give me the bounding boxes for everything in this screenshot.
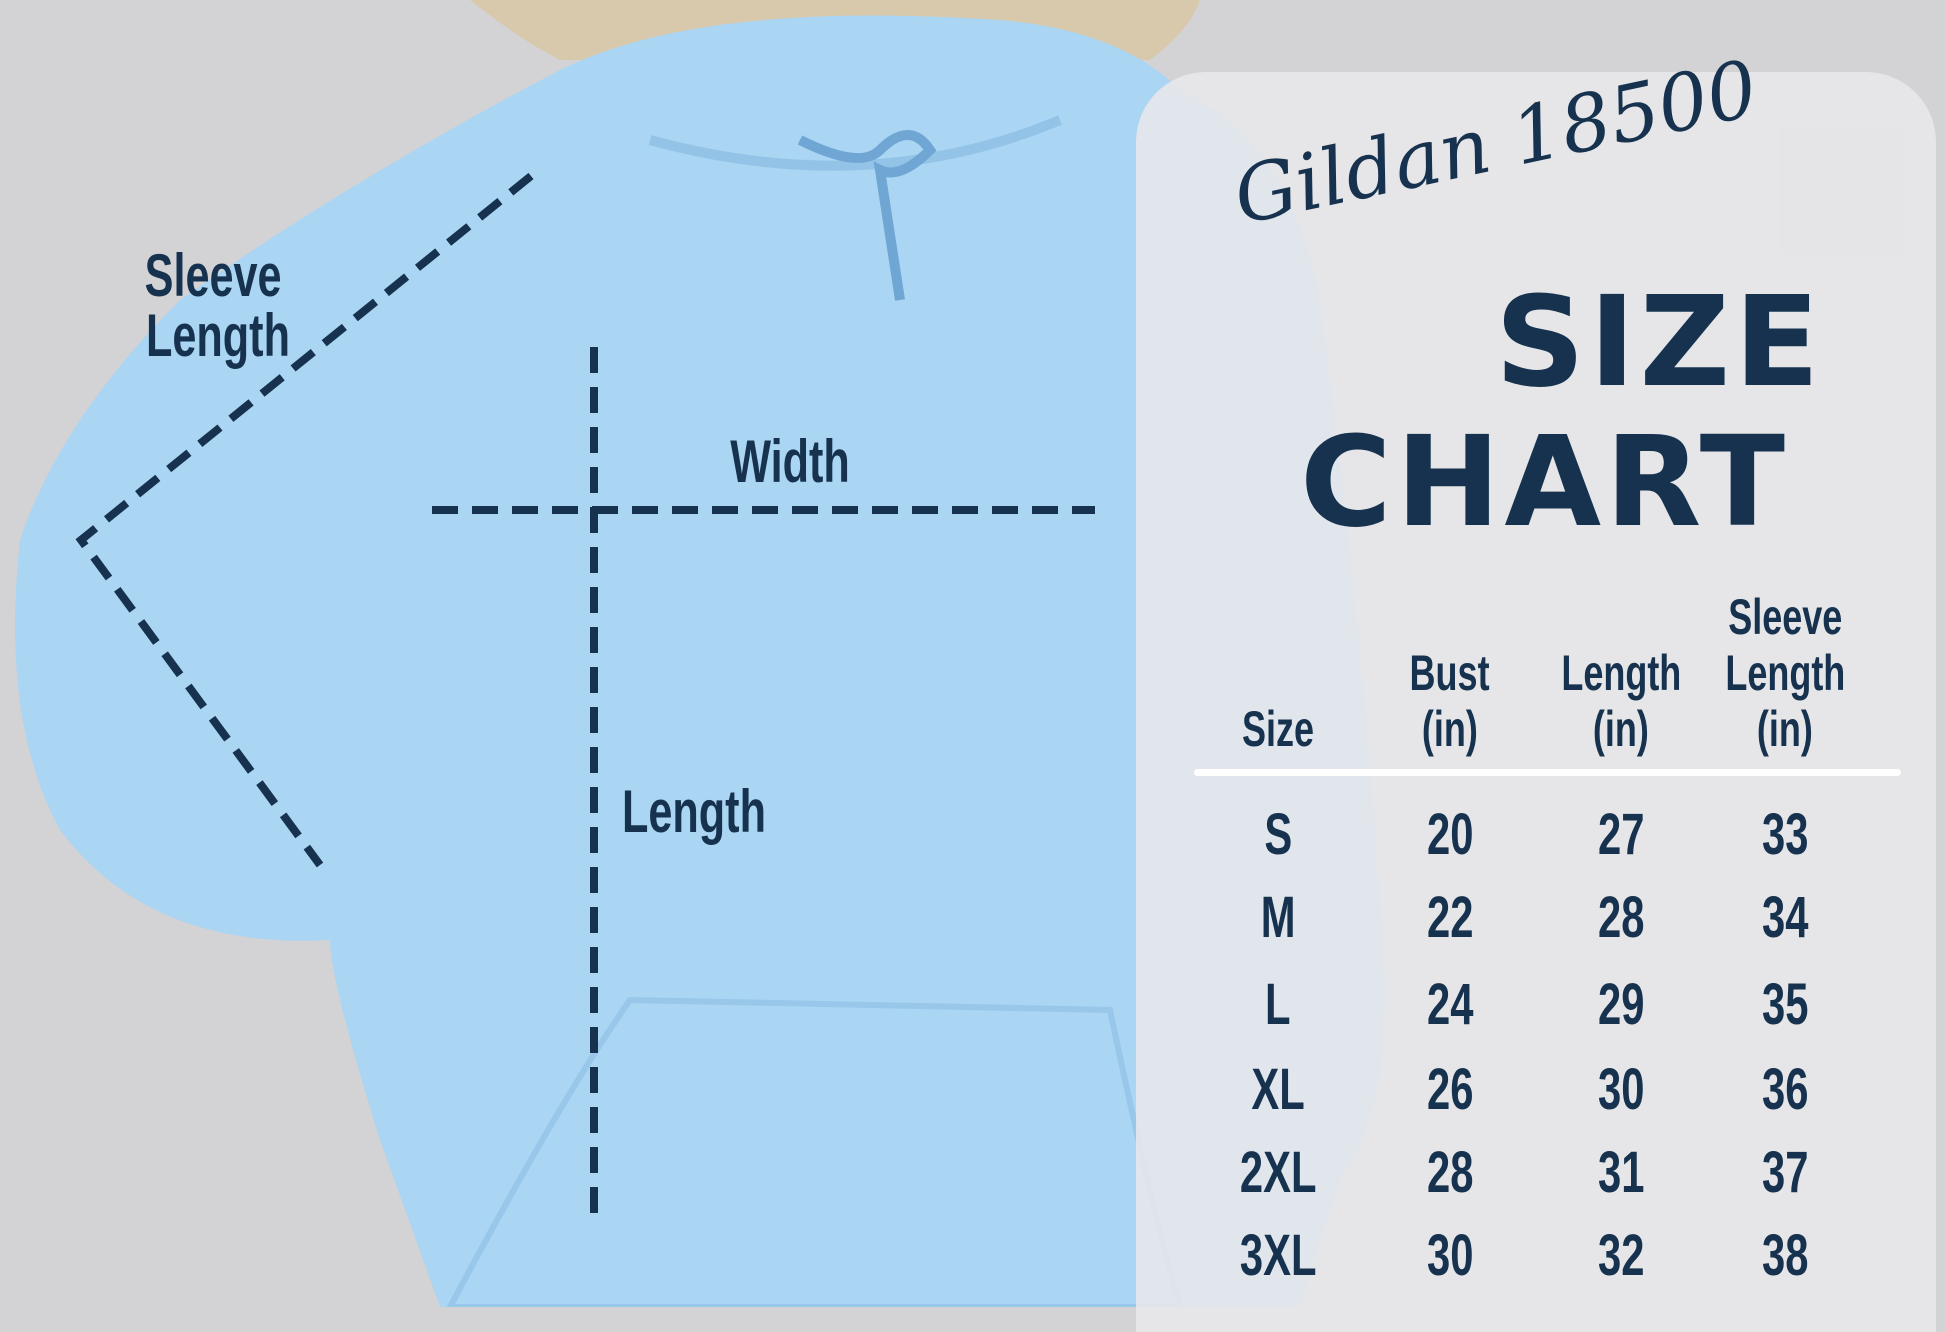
column-header-text: (in) (1422, 701, 1478, 757)
column-header: Sleeve Length (in) (1685, 589, 1885, 757)
cell-text: 3XL (1239, 1223, 1317, 1288)
measurement-cell: 32 (1521, 1226, 1721, 1286)
measurement-cell: 28 (1521, 888, 1721, 948)
size-cell: L (1178, 975, 1378, 1035)
size-cell: M (1178, 888, 1378, 948)
length-label: Length (594, 782, 784, 842)
measurement-cell: 20 (1350, 805, 1550, 865)
size-title: SIZE (1495, 270, 1824, 415)
cell-text: 36 (1761, 1057, 1809, 1122)
measurement-cell: 27 (1521, 805, 1721, 865)
column-header: Length (in) (1521, 645, 1721, 757)
sleeve-label-line2: Length (145, 302, 290, 369)
width-label: Width (700, 432, 880, 492)
cell-text: 30 (1426, 1223, 1474, 1288)
measurement-cell: 36 (1685, 1060, 1885, 1120)
cell-text: XL (1251, 1057, 1305, 1122)
measurement-cell: 35 (1685, 975, 1885, 1035)
column-header-text: (in) (1593, 701, 1649, 757)
cell-text: 37 (1761, 1140, 1809, 1205)
column-header-text: Sleeve (1727, 589, 1843, 645)
column-header-text: Length (1561, 645, 1681, 701)
size-cell: XL (1178, 1060, 1378, 1120)
cell-text: 33 (1761, 802, 1809, 867)
measurement-cell: 38 (1685, 1226, 1885, 1286)
cell-text: 30 (1597, 1057, 1645, 1122)
cell-text: 2XL (1239, 1140, 1317, 1205)
column-header: Bust (in) (1350, 645, 1550, 757)
cell-text: 38 (1761, 1223, 1809, 1288)
measurement-cell: 22 (1350, 888, 1550, 948)
width-label-text: Width (730, 428, 850, 495)
pocket (446, 996, 1184, 1307)
sleeve-measure-line (75, 172, 534, 868)
measurement-cell: 26 (1350, 1060, 1550, 1120)
size-cell: S (1178, 805, 1378, 865)
cell-text: 28 (1597, 885, 1645, 950)
cell-text: M (1260, 885, 1296, 950)
cell-text: 26 (1426, 1057, 1474, 1122)
cell-text: 34 (1761, 885, 1809, 950)
drawstring (797, 130, 937, 301)
cell-text: 35 (1761, 972, 1809, 1037)
measurement-cell: 30 (1521, 1060, 1721, 1120)
sleeve-label-line1: Sleeve (144, 242, 282, 309)
column-header-text: Size (1241, 701, 1315, 757)
chart-title: CHART (1300, 410, 1789, 555)
header-divider (1194, 769, 1901, 776)
measurement-cell: 29 (1521, 975, 1721, 1035)
cell-text: 31 (1597, 1140, 1645, 1205)
size-cell: 3XL (1178, 1226, 1378, 1286)
hood-shadow (648, 115, 1062, 171)
measurement-cell: 24 (1350, 975, 1550, 1035)
size-cell: 2XL (1178, 1143, 1378, 1203)
cell-text: 27 (1597, 802, 1645, 867)
column-header-text: (in) (1757, 701, 1813, 757)
column-header-text: Bust (1409, 645, 1490, 701)
cell-text: 32 (1597, 1223, 1645, 1288)
hoodie-body (15, 15, 1385, 1307)
cell-text: 28 (1426, 1140, 1474, 1205)
cell-text: 20 (1426, 802, 1474, 867)
measurement-cell: 37 (1685, 1143, 1885, 1203)
column-header: Size (1178, 701, 1378, 757)
cell-text: 24 (1426, 972, 1474, 1037)
measurement-cell: 33 (1685, 805, 1885, 865)
sleeve-length-label: Sleeve Length (118, 242, 290, 369)
column-header-text: Length (1725, 645, 1845, 701)
cell-text: 22 (1426, 885, 1474, 950)
length-label-text: Length (621, 778, 766, 845)
cell-text: 29 (1597, 972, 1645, 1037)
measurement-cell: 28 (1350, 1143, 1550, 1203)
measurement-cell: 34 (1685, 888, 1885, 948)
size-chart-panel (1136, 72, 1936, 1332)
measurement-cell: 31 (1521, 1143, 1721, 1203)
cell-text: S (1264, 802, 1292, 867)
cell-text: L (1265, 972, 1291, 1037)
measurement-cell: 30 (1350, 1226, 1550, 1286)
